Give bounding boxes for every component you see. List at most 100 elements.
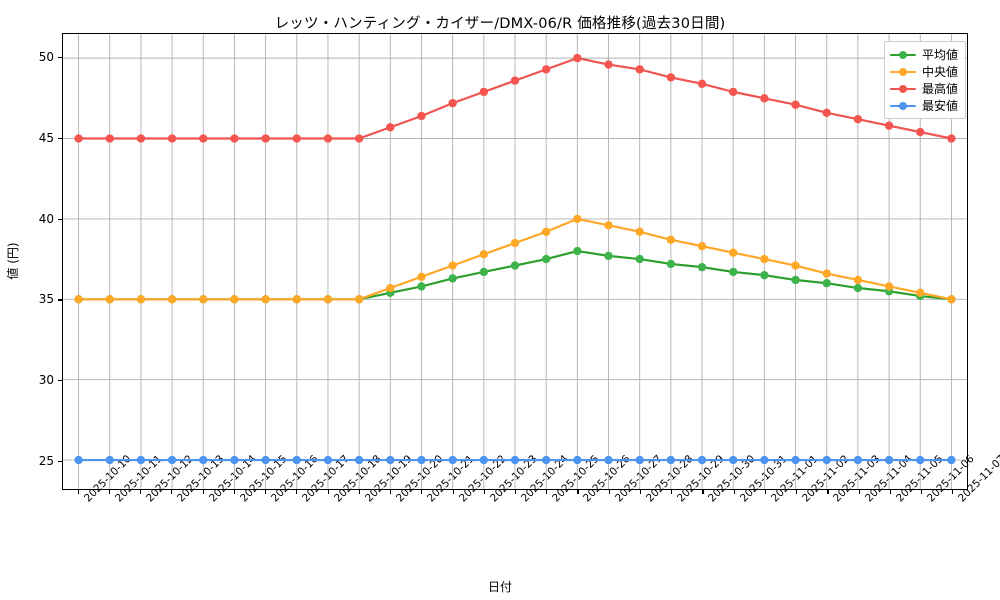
series-data-point: [510, 455, 520, 465]
x-axis-tick-mark: [108, 490, 110, 494]
series-data-point: [697, 242, 707, 251]
series-data-point: [729, 248, 738, 257]
series-data-point: [510, 238, 520, 248]
x-axis-title: 日付: [487, 580, 512, 594]
series-data-point: [729, 87, 738, 97]
series-data-point: [230, 134, 239, 143]
x-axis-tick-mark: [733, 490, 735, 494]
series-data-point: [760, 455, 769, 465]
series-data-point: [136, 134, 146, 143]
series-data-point: [323, 134, 333, 143]
x-axis-tick-label: 2025-10-14: [206, 452, 259, 505]
x-axis-tick-label: 2025-10-12: [144, 452, 196, 505]
legend-item[interactable]: 平均値: [890, 46, 958, 63]
legend-item[interactable]: 中央値: [890, 63, 958, 80]
legend-swatch-icon: [890, 66, 916, 78]
x-axis-tick-label: 2025-11-07: [956, 452, 1000, 505]
x-axis-tick-label: 2025-10-16: [269, 452, 321, 505]
series-data-point: [479, 87, 489, 97]
series-data-point: [479, 455, 489, 465]
x-axis-tick-label: 2025-10-25: [550, 452, 602, 505]
series-data-point: [105, 134, 114, 143]
x-axis-tick-mark: [764, 490, 767, 494]
series-data-point: [136, 295, 146, 304]
x-axis-tick-mark: [296, 490, 298, 494]
series-data-point: [448, 98, 457, 108]
x-axis-tick-mark: [390, 490, 392, 494]
series-data-point: [760, 254, 769, 264]
series-data-point: [697, 455, 707, 465]
series-data-point: [635, 455, 644, 465]
series-data-point: [386, 455, 395, 465]
series-data-point: [354, 295, 364, 304]
series-data-point: [386, 283, 395, 293]
series-data-point: [105, 455, 114, 465]
x-axis-tick-label: 2025-10-18: [331, 452, 384, 505]
series-data-point: [323, 455, 333, 465]
series-data-point: [604, 60, 613, 69]
x-axis-tick-mark: [671, 490, 673, 494]
series-data-point: [510, 261, 520, 270]
x-axis-tick-mark: [265, 490, 267, 494]
series-data-point: [822, 108, 831, 117]
series-data-point: [510, 76, 520, 85]
x-axis-tick-mark: [452, 490, 454, 494]
chart-title: レッツ・ハンティング・カイザー/DMX-06/R 価格推移(過去30日間): [274, 16, 726, 32]
y-axis-tick-mark: [58, 218, 62, 220]
legend-label: 平均値: [922, 48, 959, 62]
series-data-point: [167, 134, 177, 143]
series-data-point: [697, 79, 707, 89]
series-data-point: [573, 455, 582, 465]
legend-item[interactable]: 最高値: [890, 80, 958, 97]
series-data-point: [916, 288, 925, 298]
series-data-point: [541, 227, 551, 236]
x-axis-tick-mark: [546, 490, 548, 494]
x-axis-tick-mark: [515, 490, 517, 494]
series-data-point: [261, 455, 270, 465]
y-axis-tick-mark: [58, 137, 62, 140]
y-axis-tick-mark: [58, 460, 62, 463]
series-data-point: [417, 111, 426, 121]
x-axis-tick-mark: [639, 490, 642, 494]
data-series-layer: [74, 53, 956, 465]
x-axis-tick-mark: [858, 490, 860, 494]
legend-label: 最安値: [922, 99, 959, 113]
series-data-point: [230, 455, 239, 465]
grid-lines: [63, 34, 967, 489]
series-data-point: [541, 65, 551, 74]
series-data-point: [105, 295, 114, 304]
series-data-point: [199, 455, 208, 465]
x-axis-tick-mark: [827, 490, 829, 494]
y-axis-tick-label: 50: [38, 50, 54, 65]
series-data-point: [261, 134, 270, 143]
x-axis-tick-label: 2025-10-20: [394, 452, 446, 505]
x-axis-tick-label: 2025-11-06: [925, 452, 977, 505]
series-data-point: [354, 134, 364, 143]
series-data-point: [666, 259, 676, 269]
series-data-point: [541, 254, 551, 264]
x-axis-tick-mark: [921, 490, 923, 494]
x-axis-tick-label: 2025-10-22: [456, 452, 509, 505]
legend-swatch-icon: [890, 83, 916, 95]
series-data-point: [822, 279, 831, 288]
x-axis-tick-label: 2025-10-10: [81, 452, 134, 505]
series-data-point: [884, 121, 894, 130]
legend-item[interactable]: 最安値: [890, 97, 958, 114]
x-axis-tick-mark: [483, 490, 485, 494]
chart-legend: 平均値 中央値最高値最安値: [884, 41, 967, 119]
plot-area: [62, 33, 968, 490]
x-axis-tick-mark: [421, 490, 423, 494]
series-data-point: [261, 295, 270, 304]
legend-label: 最高値: [922, 82, 959, 96]
series-line: [77, 57, 953, 140]
x-axis-tick-label: 2025-10-15: [237, 452, 290, 505]
series-data-point: [573, 214, 582, 224]
series-data-point: [74, 134, 83, 143]
series-data-point: [573, 246, 582, 256]
series-data-point: [822, 269, 831, 278]
y-axis-tick-mark: [58, 299, 62, 301]
x-axis-tick-label: 2025-10-28: [643, 452, 696, 505]
x-axis-tick-mark: [358, 490, 360, 494]
series-data-point: [354, 455, 364, 465]
